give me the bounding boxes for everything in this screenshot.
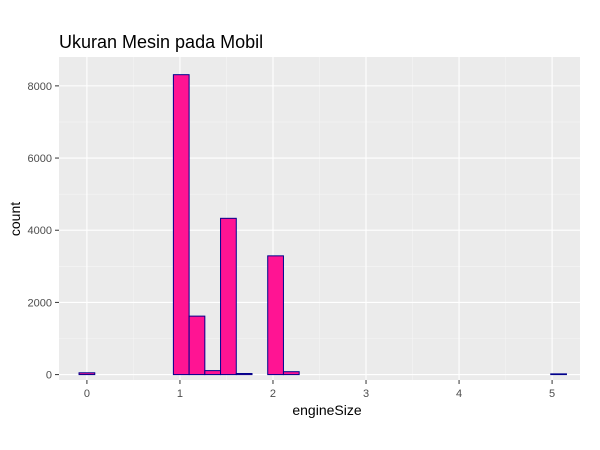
x-tick-label: 1 [177, 388, 183, 400]
y-tick-label: 6000 [28, 153, 52, 165]
x-tick-label: 0 [84, 388, 90, 400]
chart-title: Ukuran Mesin pada Mobil [59, 32, 263, 52]
histogram-bar [550, 373, 567, 376]
x-tick-label: 2 [270, 388, 276, 400]
histogram-bars [78, 74, 567, 376]
histogram-bar [267, 255, 284, 376]
y-axis-title: count [7, 202, 23, 236]
x-tick-label: 3 [363, 388, 369, 400]
histogram-bar [204, 370, 222, 376]
y-tick-label: 8000 [28, 81, 52, 93]
y-tick-label: 2000 [28, 297, 52, 309]
y-axis: 0 2000 4000 6000 8000 [28, 81, 59, 382]
x-tick-label: 4 [456, 388, 462, 400]
histogram-bar [220, 217, 237, 376]
histogram-bar [172, 74, 190, 376]
x-axis-title: engineSize [292, 402, 361, 418]
x-tick-label: 5 [549, 388, 555, 400]
histogram-bar [78, 372, 96, 376]
histogram-bar [235, 373, 253, 376]
x-axis: 0 1 2 3 4 5 [84, 380, 555, 400]
y-tick-label: 4000 [28, 225, 52, 237]
histogram-bar [282, 371, 300, 376]
y-tick-label: 0 [46, 370, 52, 382]
histogram-bar [188, 315, 206, 376]
